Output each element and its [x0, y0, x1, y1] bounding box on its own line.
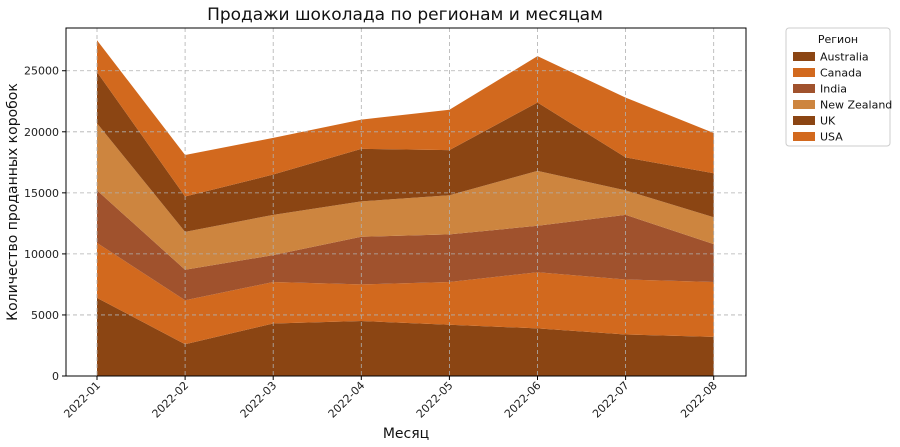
area-series-2	[97, 190, 714, 301]
legend: Регион Australia Canada India New Zealand UK…	[785, 27, 892, 147]
x-axis-title: Месяц	[383, 426, 429, 442]
legend-label: New Zealand	[820, 99, 892, 112]
x-tick-label: 2022-06	[502, 379, 544, 421]
x-tick-label: 2022-02	[150, 379, 192, 421]
area-series-4	[97, 71, 714, 232]
legend-swatch	[793, 84, 815, 93]
x-tick-label: 2022-04	[326, 379, 368, 421]
y-tick-label: 10000	[24, 248, 59, 261]
legend-swatch	[793, 52, 815, 61]
legend-swatch	[793, 116, 815, 125]
x-tick-label: 2022-08	[678, 379, 720, 421]
area-series-group	[97, 40, 714, 376]
legend-swatch	[793, 132, 815, 141]
legend-title: Регион	[818, 33, 858, 46]
x-axis-ticks: 2022-01 2022-02 2022-03 2022-04 2022-05 2022-…	[61, 376, 720, 421]
legend-label: India	[820, 83, 847, 96]
y-axis-ticks: 0 5000 10000 15000 20000 25000	[24, 65, 66, 383]
area-series-0	[97, 297, 714, 376]
legend-swatch	[793, 100, 815, 109]
plot-area-frame	[65, 27, 747, 377]
legend-swatch	[793, 68, 815, 77]
chart-title: Продажи шоколада по регионам и месяцам	[207, 5, 603, 25]
legend-label: UK	[820, 115, 836, 128]
y-tick-label: 5000	[31, 309, 59, 322]
legend-label: USA	[820, 131, 843, 144]
y-tick-label: 20000	[24, 126, 59, 139]
legend-label: Australia	[820, 51, 869, 64]
area-series-1	[97, 242, 714, 345]
x-tick-label: 2022-01	[61, 379, 103, 421]
area-series-3	[97, 123, 714, 270]
area-series-5	[97, 40, 714, 197]
y-tick-label: 15000	[24, 187, 59, 200]
legend-label: Canada	[820, 67, 862, 80]
y-tick-label: 25000	[24, 65, 59, 78]
x-tick-label: 2022-07	[590, 379, 632, 421]
y-tick-label: 0	[52, 370, 59, 383]
y-axis-title: Количество проданных коробок	[5, 83, 21, 321]
x-tick-label: 2022-03	[238, 379, 280, 421]
x-tick-label: 2022-05	[414, 379, 456, 421]
